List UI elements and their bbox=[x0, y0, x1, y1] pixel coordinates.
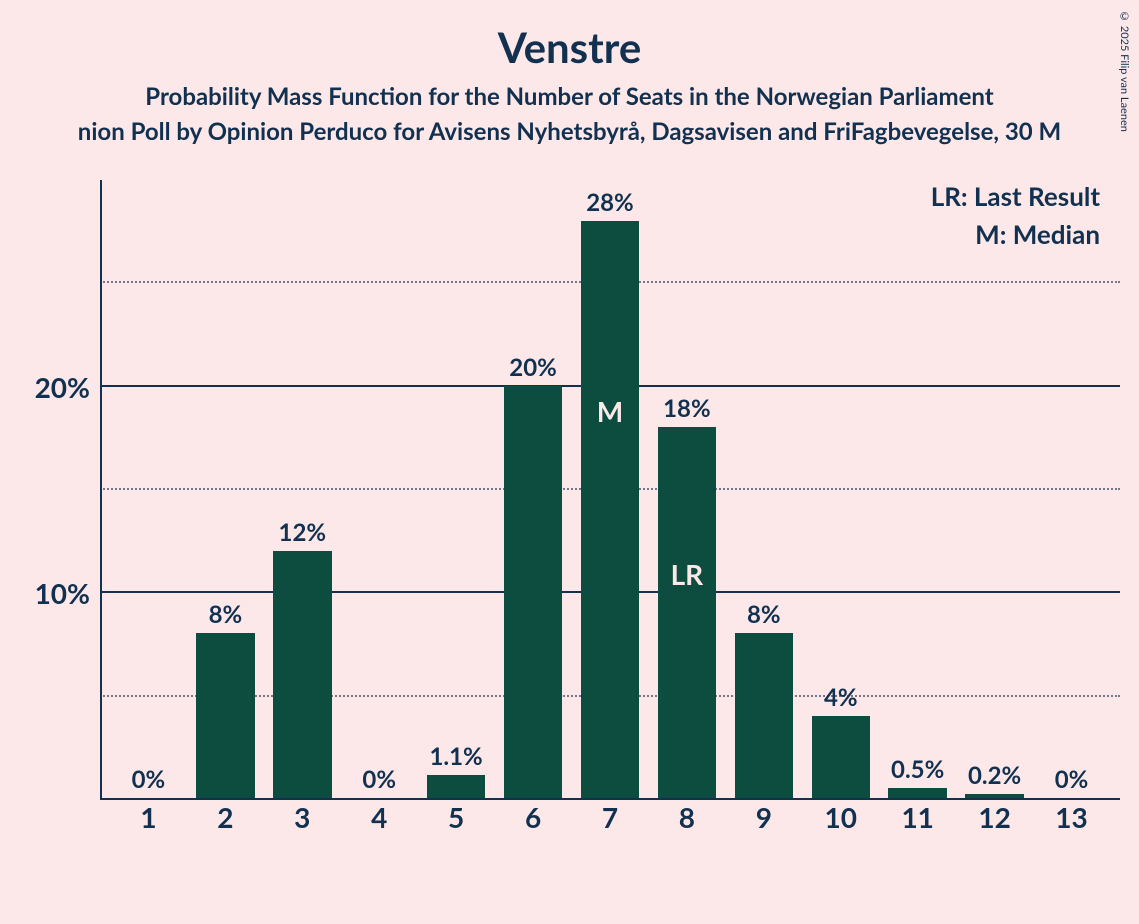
bar-slot: 1.1% bbox=[418, 180, 495, 798]
x-tick-label: 10 bbox=[802, 800, 879, 840]
bar-marker: LR bbox=[671, 557, 704, 591]
chart-title: Venstre bbox=[0, 22, 1139, 72]
bar-slot: 8% bbox=[187, 180, 264, 798]
bar: 4% bbox=[812, 716, 870, 798]
bar-slot: 0.5% bbox=[879, 180, 956, 798]
plot-area: 10%20% 0%8%12%0%1.1%20%28%M18%LR8%4%0.5%… bbox=[100, 180, 1120, 840]
bar: 20% bbox=[504, 386, 562, 798]
y-tick-label: 10% bbox=[35, 576, 90, 610]
bar: 18%LR bbox=[658, 427, 716, 798]
chart-subtitle-2: nion Poll by Opinion Perduco for Avisens… bbox=[0, 117, 1139, 146]
bar-slot: 20% bbox=[495, 180, 572, 798]
x-tick-label: 13 bbox=[1033, 800, 1110, 840]
x-tick-label: 7 bbox=[572, 800, 649, 840]
bar-value-label: 0% bbox=[362, 765, 396, 794]
bar-value-label: 12% bbox=[279, 518, 327, 547]
bar-value-label: 4% bbox=[824, 683, 858, 712]
bar-value-label: 0% bbox=[1055, 765, 1089, 794]
x-tick-label: 8 bbox=[648, 800, 725, 840]
bar-marker: M bbox=[597, 394, 623, 428]
bar: 12% bbox=[273, 551, 331, 798]
bar-value-label: 20% bbox=[509, 353, 557, 382]
bar: 1.1% bbox=[427, 775, 485, 798]
bar-value-label: 18% bbox=[663, 394, 711, 423]
bar: 8% bbox=[735, 633, 793, 798]
bar-value-label: 8% bbox=[209, 600, 243, 629]
bars-container: 0%8%12%0%1.1%20%28%M18%LR8%4%0.5%0.2%0% bbox=[100, 180, 1120, 798]
title-block: Venstre Probability Mass Function for th… bbox=[0, 0, 1139, 146]
chart-container: LR: Last Result M: Median 10%20% 0%8%12%… bbox=[30, 180, 1120, 900]
bar: 0.2% bbox=[965, 794, 1023, 798]
x-tick-label: 5 bbox=[418, 800, 495, 840]
bar-value-label: 8% bbox=[747, 600, 781, 629]
bar: 0.5% bbox=[888, 788, 946, 798]
y-tick-label: 20% bbox=[35, 370, 90, 404]
copyright-text: © 2025 Filip van Laenen bbox=[1118, 10, 1131, 132]
x-tick-label: 3 bbox=[264, 800, 341, 840]
bar-slot: 28% M bbox=[572, 180, 649, 798]
bar-slot: 0.2% bbox=[956, 180, 1033, 798]
bar-slot: 8% bbox=[725, 180, 802, 798]
bar: 8% bbox=[196, 633, 254, 798]
bar-slot: 12% bbox=[264, 180, 341, 798]
bar-slot: 0% bbox=[341, 180, 418, 798]
x-tick-label: 12 bbox=[956, 800, 1033, 840]
bar: 28%M bbox=[581, 221, 639, 798]
x-tick-label: 4 bbox=[341, 800, 418, 840]
x-tick-label: 1 bbox=[110, 800, 187, 840]
bar-value-label: 0% bbox=[132, 765, 166, 794]
bar-value-label: 0.5% bbox=[891, 755, 944, 784]
bar-value-label: 1.1% bbox=[430, 742, 483, 771]
x-axis-labels: 12345678910111213 bbox=[100, 800, 1120, 840]
bar-slot: 18% LR bbox=[648, 180, 725, 798]
bar-value-label: 28% bbox=[586, 188, 634, 217]
bar-slot: 4% bbox=[802, 180, 879, 798]
x-tick-label: 11 bbox=[879, 800, 956, 840]
bar-slot: 0% bbox=[110, 180, 187, 798]
bar-slot: 0% bbox=[1033, 180, 1110, 798]
x-tick-label: 2 bbox=[187, 800, 264, 840]
x-tick-label: 6 bbox=[495, 800, 572, 840]
x-tick-label: 9 bbox=[725, 800, 802, 840]
bar-value-label: 0.2% bbox=[968, 761, 1021, 790]
chart-subtitle-1: Probability Mass Function for the Number… bbox=[0, 82, 1139, 111]
